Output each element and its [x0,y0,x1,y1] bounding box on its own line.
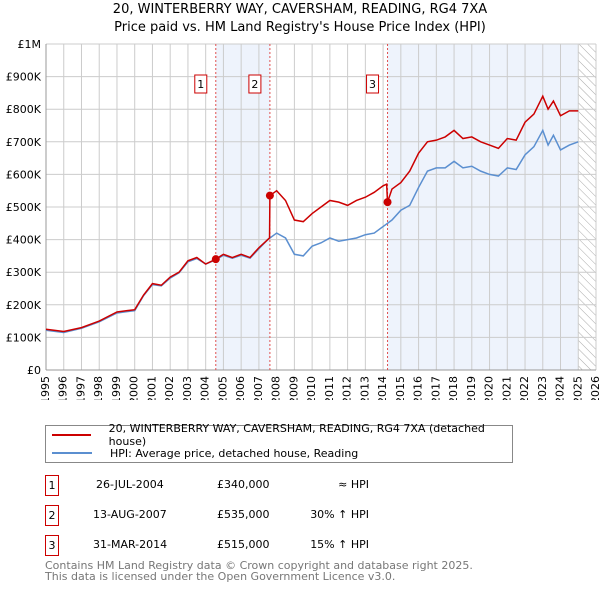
x-tick-label: 2010 [305,376,318,400]
sale-marker-box: 3 [45,535,59,556]
sale-price: £535,000 [217,508,270,521]
y-tick-label: £700K [6,136,42,149]
x-tick-label: 2000 [128,376,141,400]
x-tick-label: 2003 [181,376,194,400]
x-tick-label: 2015 [394,376,407,400]
chart-title: 20, WINTERBERRY WAY, CAVERSHAM, READING,… [112,2,488,17]
footer: Contains HM Land Registry data © Crown c… [45,560,473,582]
x-tick-label: 2011 [323,376,336,400]
sale-price: £515,000 [217,538,270,551]
sale-point [383,198,392,207]
x-tick-label: 1999 [110,376,123,400]
sale-date: 31-MAR-2014 [93,538,168,551]
legend: 20, WINTERBERRY WAY, CAVERSHAM, READING,… [45,422,513,463]
sale-hpi-diff: 30% ↑ HPI [310,508,369,521]
sale-label: 2 [251,78,258,91]
x-tick-label: 2023 [536,376,549,400]
sale-row: 3 31-MAR-2014 £515,000 15% ↑ HPI [45,535,545,556]
x-tick-label: 1995 [39,376,52,400]
hpi-line [45,128,579,334]
y-tick-label: £600K [6,168,42,181]
price-line [45,94,579,333]
x-tick-label: 2018 [447,376,460,400]
x-tick-label: 2016 [412,376,425,400]
x-tick-label: 2009 [287,376,300,400]
x-tick-label: 2006 [234,376,247,400]
footer-line: This data is licensed under the Open Gov… [45,570,396,583]
x-tick-label: 2020 [483,376,496,400]
legend-item-property: 20, WINTERBERRY WAY, CAVERSHAM, READING,… [52,422,512,448]
x-tick-label: 2004 [199,376,212,400]
sale-price: £340,000 [217,478,270,491]
y-tick-label: £0 [27,364,41,377]
sale-point [265,191,274,200]
sale-hpi-diff: ≈ HPI [338,478,369,491]
footer-line: Contains HM Land Registry data © Crown c… [45,559,473,572]
legend-label: 20, WINTERBERRY WAY, CAVERSHAM, READING,… [108,422,485,448]
chart-subtitle: Price paid vs. HM Land Registry's House … [114,20,486,35]
sale-point [211,255,220,264]
x-tick-label: 1997 [74,376,87,400]
y-tick-label: £800K [6,103,42,116]
sale-marker-box: 2 [45,505,59,526]
sale-row: 1 26-JUL-2004 £340,000 ≈ HPI [45,475,545,496]
sale-label: 3 [369,78,376,91]
sale-row: 2 13-AUG-2007 £535,000 30% ↑ HPI [45,505,545,526]
y-tick-label: £100K [6,331,42,344]
x-tick-label: 2022 [518,376,531,400]
x-tick-label: 1996 [57,376,70,400]
sale-label: 1 [197,78,204,91]
sale-label-box [366,74,380,94]
legend-swatch-blue [52,452,92,454]
x-tick-label: 2002 [163,376,176,400]
y-tick-label: £900K [6,71,42,84]
y-tick-label: £400K [6,234,42,247]
y-tick-label: £500K [6,201,42,214]
x-tick-label: 2005 [216,376,229,400]
x-tick-label: 2001 [145,376,158,400]
x-tick-label: 2017 [429,376,442,400]
x-tick-label: 1998 [92,376,105,400]
x-tick-label: 2007 [252,376,265,400]
x-tick-label: 2021 [500,376,513,400]
x-tick-label: 2013 [358,376,371,400]
x-tick-label: 2024 [554,376,567,400]
x-tick-label: 2019 [465,376,478,400]
y-tick-label: £300K [6,266,42,279]
sale-label-box [194,74,208,94]
sale-hpi-diff: 15% ↑ HPI [310,538,369,551]
sale-label-box [248,74,262,94]
sale-marker-box: 1 [45,475,59,496]
x-tick-label: 2025 [571,376,584,400]
legend-swatch-red [52,434,91,436]
x-tick-label: 2026 [589,376,600,400]
sale-date: 26-JUL-2004 [96,478,164,491]
y-tick-label: £200K [6,299,42,312]
x-tick-label: 2008 [270,376,283,400]
legend-label: HPI: Average price, detached house, Read… [110,446,359,460]
legend-item-hpi: HPI: Average price, detached house, Read… [52,445,358,461]
x-tick-label: 2014 [376,376,389,400]
x-tick-label: 2012 [341,376,354,400]
sale-date: 13-AUG-2007 [93,508,167,521]
y-tick-label: £1M [18,38,42,51]
plot-area: 1995 1996 1997 1998 1999 2000 2001 2002 2003 2004… [6,38,600,400]
